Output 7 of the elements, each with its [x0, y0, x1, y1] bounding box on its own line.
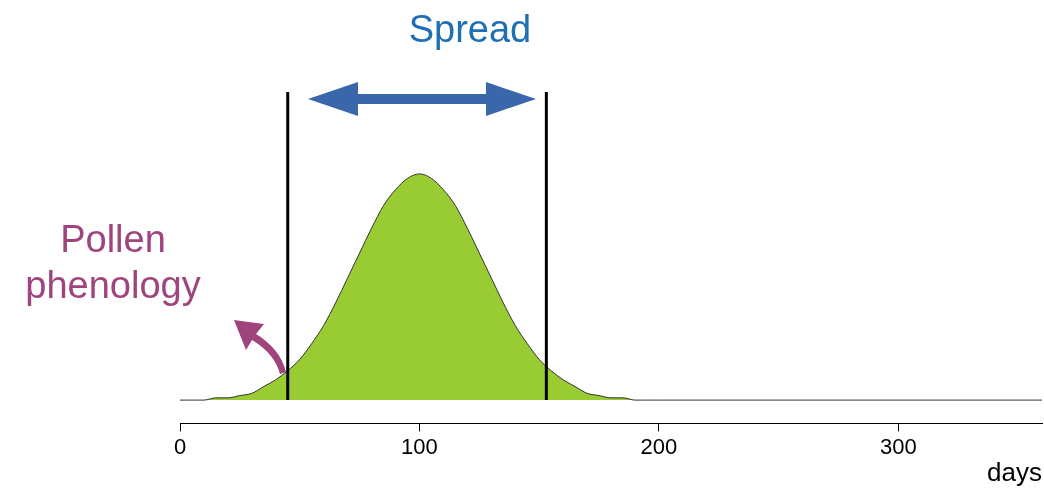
x-tick-label: 0: [173, 433, 187, 459]
annotation: Pollen phenology: [24, 217, 202, 308]
x-tick-label: 200: [640, 433, 678, 459]
x-tick-label: 300: [879, 433, 917, 459]
x-tick-label: 100: [401, 433, 438, 459]
x-axis-title: days: [987, 456, 1042, 487]
text: Spread: [407, 7, 533, 52]
